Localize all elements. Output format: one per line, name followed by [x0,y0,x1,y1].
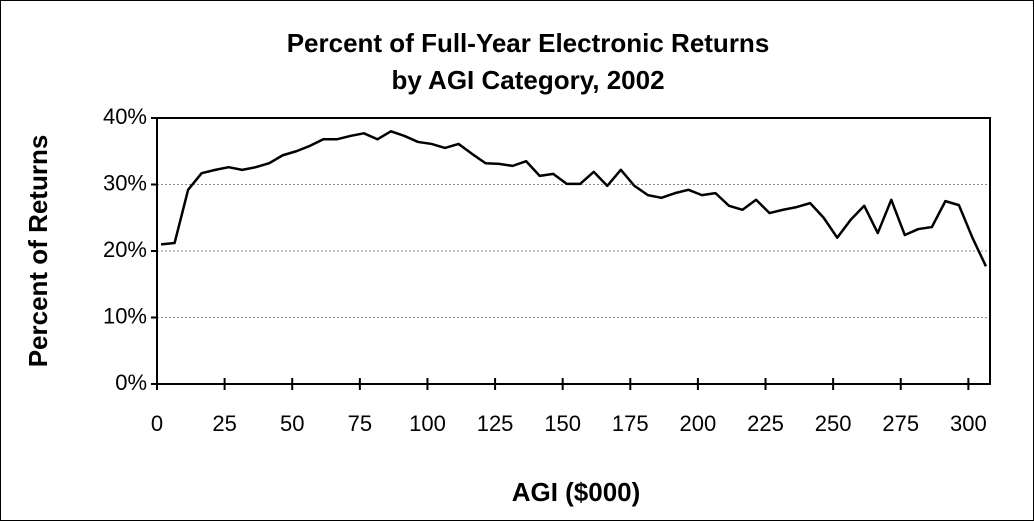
x-tick-label: 225 [747,411,784,436]
x-tick-label: 175 [612,411,649,436]
y-tick-label: 30% [103,170,147,195]
x-tick-label: 125 [477,411,514,436]
y-tick-label: 40% [103,104,147,129]
x-tick-label: 100 [409,411,446,436]
x-tick-label: 0 [151,411,163,436]
y-tick-label: 0% [115,370,147,395]
x-tick-label: 250 [815,411,852,436]
x-tick-label: 150 [544,411,581,436]
x-tick-label: 300 [950,411,987,436]
x-tick-label: 200 [680,411,717,436]
x-axis-label: AGI ($000) [512,477,641,507]
y-tick-label: 10% [103,303,147,328]
chart-title: Percent of Full-Year Electronic Returns [287,28,770,58]
line-series [160,130,988,267]
x-tick-label: 75 [348,411,372,436]
x-tick-label: 275 [882,411,919,436]
y-axis-label: Percent of Returns [23,135,53,368]
y-tick-label: 20% [103,237,147,262]
x-tick-label: 25 [212,411,236,436]
plot-frame [156,117,991,385]
chart-title: by AGI Category, 2002 [391,65,664,95]
x-tick-label: 50 [280,411,304,436]
